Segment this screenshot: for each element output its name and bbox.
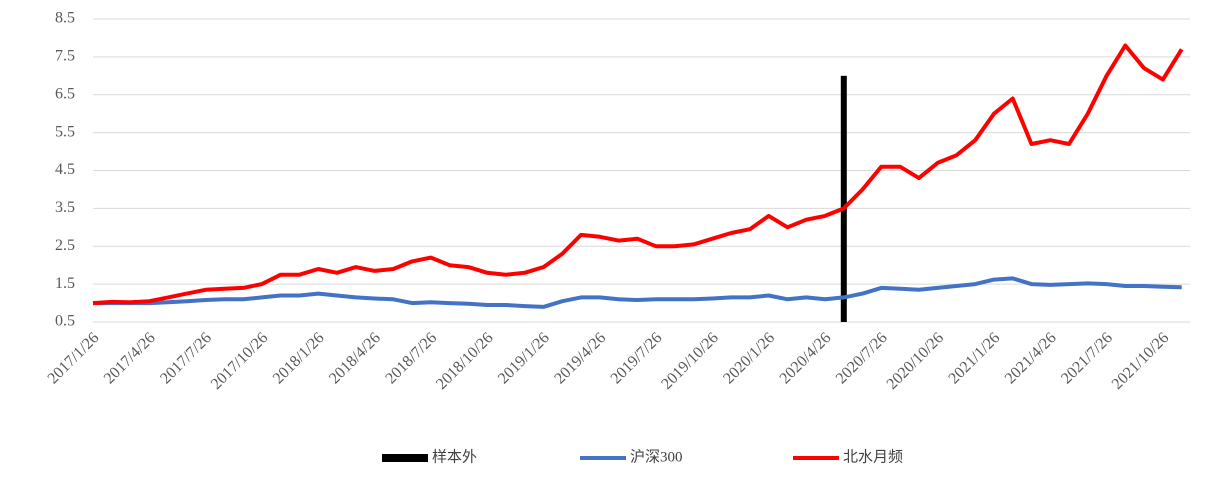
y-tick-label: 3.5 <box>55 199 75 216</box>
line-series <box>92 43 1184 306</box>
x-tick-label: 2019/7/26 <box>608 329 666 387</box>
x-tick-label: 2017/1/26 <box>45 329 103 387</box>
x-tick-label: 2017/7/26 <box>157 329 215 387</box>
y-tick-label: 4.5 <box>55 161 75 178</box>
x-tick-label: 2018/4/26 <box>326 329 384 387</box>
y-tick-label: 8.5 <box>55 10 75 27</box>
y-tick-label: 6.5 <box>55 85 75 102</box>
x-tick-label: 2018/1/26 <box>270 329 328 387</box>
x-tick-label: 2021/4/26 <box>1002 329 1060 387</box>
legend-label: 沪深300 <box>630 448 683 465</box>
x-tick-label: 2018/10/26 <box>433 329 497 393</box>
x-tick-label: 2019/10/26 <box>658 329 722 393</box>
legend-label: 北水月频 <box>843 448 903 465</box>
y-tick-label: 5.5 <box>55 123 75 140</box>
legend-label: 样本外 <box>432 448 477 465</box>
x-tick-label: 2017/10/26 <box>208 329 272 393</box>
x-tick-label: 2020/10/26 <box>884 329 948 393</box>
y-tick-label: 2.5 <box>55 237 75 254</box>
x-tick-label: 2020/4/26 <box>777 329 835 387</box>
x-tick-label: 2019/1/26 <box>495 329 553 387</box>
x-tick-label: 2021/7/26 <box>1058 329 1116 387</box>
x-tick-label: 2020/1/26 <box>720 329 778 387</box>
x-tick-label: 2019/4/26 <box>551 329 609 387</box>
bar <box>840 75 847 322</box>
x-tick-label: 2020/7/26 <box>833 329 891 387</box>
line-series <box>93 276 1182 309</box>
x-tick-label: 2021/10/26 <box>1109 329 1173 393</box>
y-tick-label: 0.5 <box>55 313 75 330</box>
x-tick-label: 2018/7/26 <box>382 329 440 387</box>
y-tick-label: 7.5 <box>55 48 75 65</box>
y-tick-label: 1.5 <box>55 275 75 292</box>
x-tick-label: 2017/4/26 <box>101 329 159 387</box>
x-tick-label: 2021/1/26 <box>945 329 1003 387</box>
